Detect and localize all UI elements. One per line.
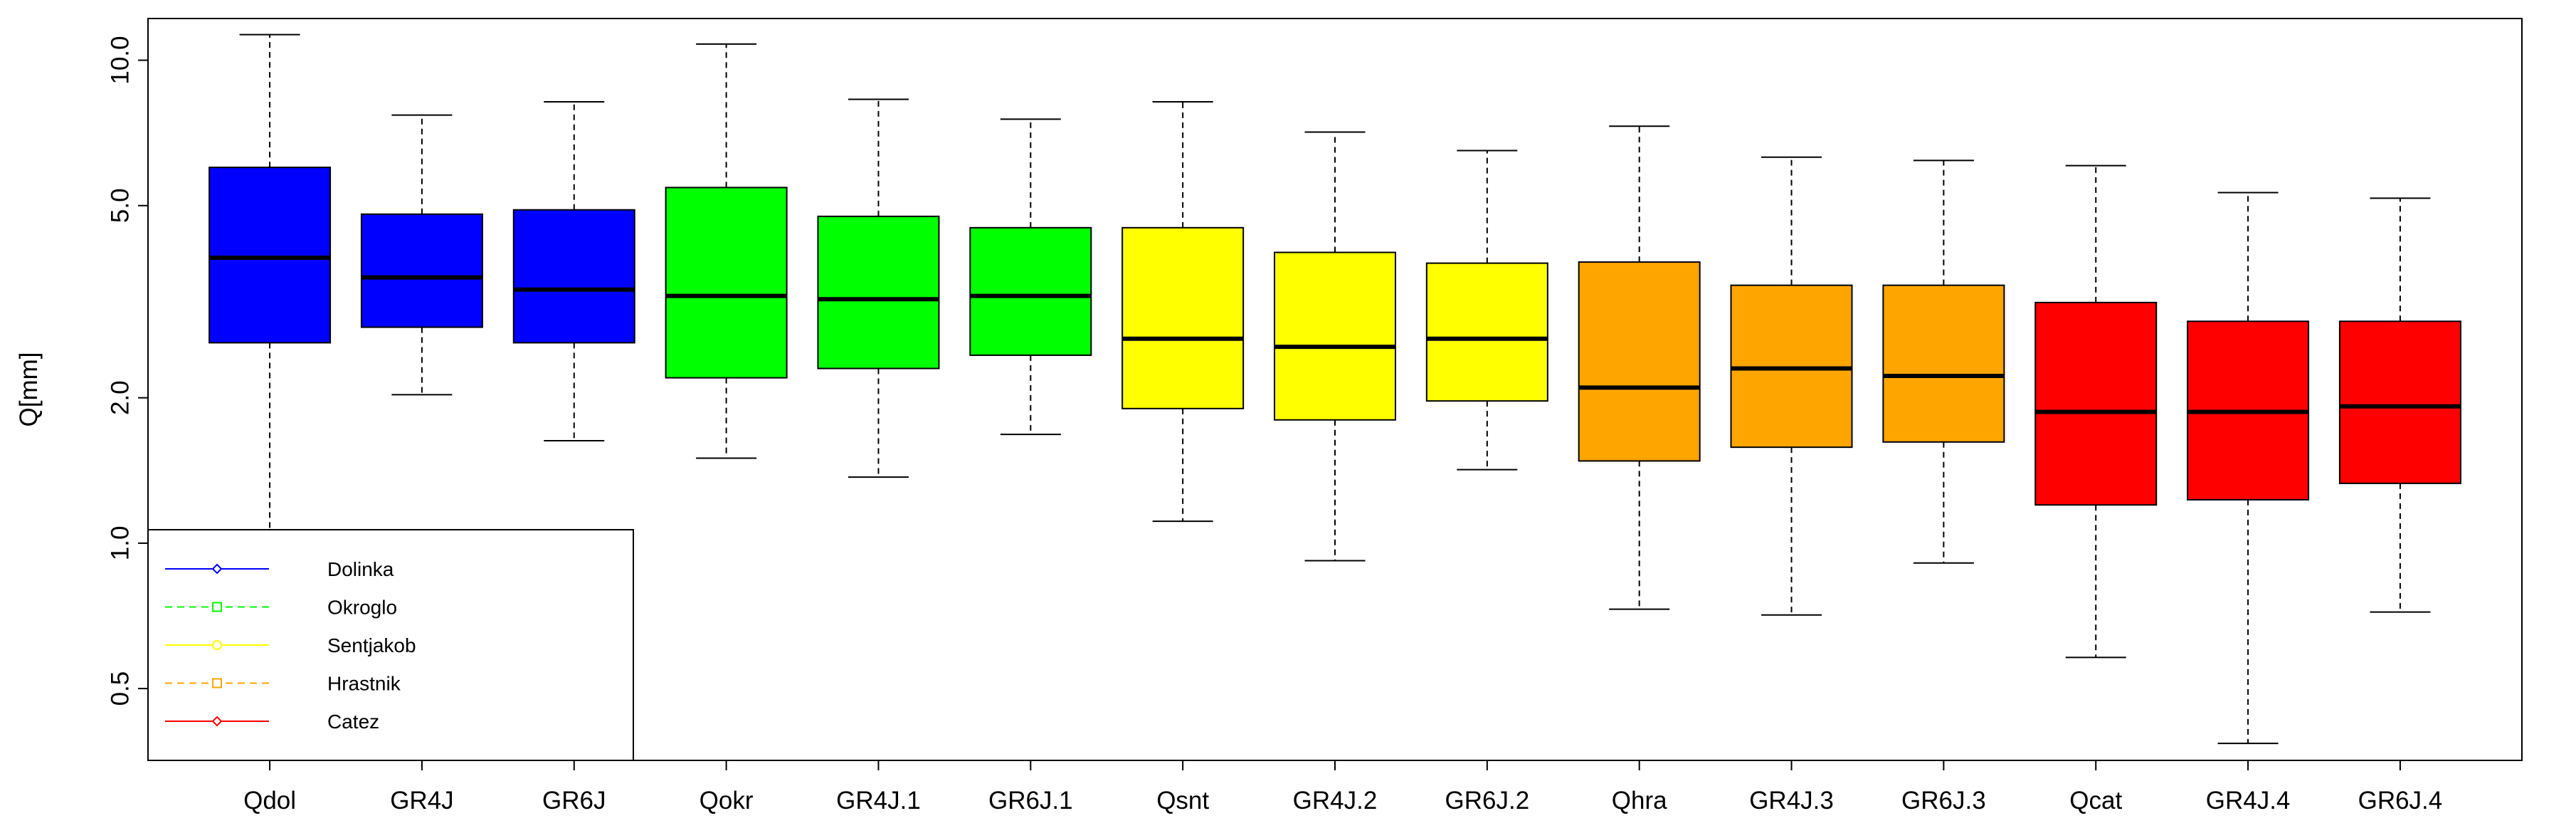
boxes-layer bbox=[208, 33, 2461, 745]
y-tick-label: 0.5 bbox=[106, 671, 134, 706]
box-iqr bbox=[665, 187, 788, 379]
x-tick-label: Qsnt bbox=[1156, 787, 1209, 815]
plot-frame bbox=[147, 18, 2523, 761]
legend-entry: Okroglo bbox=[165, 596, 397, 618]
x-tick-label: GR6J.4 bbox=[2358, 787, 2443, 815]
box-iqr bbox=[2338, 320, 2461, 484]
legend-marker-diamond bbox=[211, 716, 223, 727]
x-axis: Qdol GR4J GR6J Qokr GR4J.1 GR6J.1 Qsnt GR4J.2 GR… bbox=[243, 760, 2442, 815]
box-group-gr4j-1 bbox=[817, 98, 940, 478]
box-iqr bbox=[1274, 251, 1396, 421]
legend-entry: Catez bbox=[165, 711, 379, 733]
legend-entry: Sentjakob bbox=[165, 634, 416, 656]
legend-entry: Hrastnik bbox=[165, 672, 401, 694]
box-group-gr6j-1 bbox=[969, 118, 1092, 436]
box-iqr bbox=[1121, 226, 1245, 409]
y-tick-label: 2.0 bbox=[106, 380, 134, 415]
box-group-gr4j-2 bbox=[1274, 131, 1396, 562]
box-iqr bbox=[208, 167, 332, 344]
x-tick-label: GR6J.2 bbox=[1445, 787, 1530, 815]
legend-marker-diamond bbox=[211, 563, 223, 575]
x-tick-label: GR6J bbox=[542, 787, 606, 815]
box-iqr bbox=[817, 215, 940, 370]
legend-label: Sentjakob bbox=[327, 634, 416, 656]
box-group-qokr bbox=[665, 43, 788, 459]
box-iqr bbox=[360, 213, 483, 328]
x-tick-label: Qokr bbox=[700, 787, 754, 815]
legend-marker-circle bbox=[212, 640, 222, 650]
box-group-qdol bbox=[208, 33, 332, 555]
x-tick-label: GR4J.3 bbox=[1749, 787, 1834, 815]
x-tick-label: Qcat bbox=[2069, 787, 2122, 815]
legend-marker-square bbox=[212, 602, 222, 612]
box-group-gr6j-2 bbox=[1425, 150, 1548, 471]
legend-label: Hrastnik bbox=[327, 672, 401, 694]
box-group-gr4j-4 bbox=[2187, 192, 2310, 745]
x-tick-label: GR4J.2 bbox=[1293, 787, 1378, 815]
box-iqr bbox=[1425, 262, 1548, 402]
x-tick-label: GR4J bbox=[390, 787, 453, 815]
x-tick-label: GR6J.3 bbox=[1901, 787, 1986, 815]
x-tick-label: GR4J.1 bbox=[836, 787, 921, 815]
legend-label: Catez bbox=[327, 711, 379, 733]
legend-marker-square bbox=[212, 678, 222, 688]
y-axis: 0.5 1.0 2.0 5.0 10.0 bbox=[106, 36, 148, 706]
x-tick-label: GR4J.4 bbox=[2206, 787, 2291, 815]
box-iqr bbox=[1578, 261, 1701, 462]
box-group-gr4j-3 bbox=[1730, 156, 1853, 616]
legend-entry: Dolinka bbox=[165, 558, 394, 580]
legend: Dolinka Okroglo Sentjakob Hrastnik Catez bbox=[147, 529, 634, 761]
box-iqr bbox=[1882, 284, 2005, 443]
box-group-qsnt bbox=[1121, 101, 1245, 523]
box-iqr bbox=[2034, 301, 2158, 506]
y-tick-label: 5.0 bbox=[106, 188, 134, 223]
y-tick-label: 10.0 bbox=[106, 36, 134, 85]
box-group-qcat bbox=[2034, 164, 2158, 659]
x-tick-label: GR6J.1 bbox=[988, 787, 1073, 815]
box-iqr bbox=[512, 209, 635, 344]
legend-label: Okroglo bbox=[327, 596, 397, 618]
box-group-gr6j-4 bbox=[2338, 197, 2461, 613]
y-tick-label: 1.0 bbox=[106, 526, 134, 561]
box-iqr bbox=[1730, 284, 1853, 449]
legend-label: Dolinka bbox=[327, 558, 394, 580]
box-iqr bbox=[969, 226, 1092, 356]
x-tick-label: Qdol bbox=[243, 787, 296, 815]
box-group-gr4j bbox=[360, 114, 483, 396]
box-group-gr6j bbox=[512, 101, 635, 441]
box-group-qhra bbox=[1578, 125, 1701, 610]
x-tick-label: Qhra bbox=[1612, 787, 1667, 815]
y-axis-label: Q[mm] bbox=[15, 352, 43, 427]
box-group-gr6j-3 bbox=[1882, 159, 2005, 564]
